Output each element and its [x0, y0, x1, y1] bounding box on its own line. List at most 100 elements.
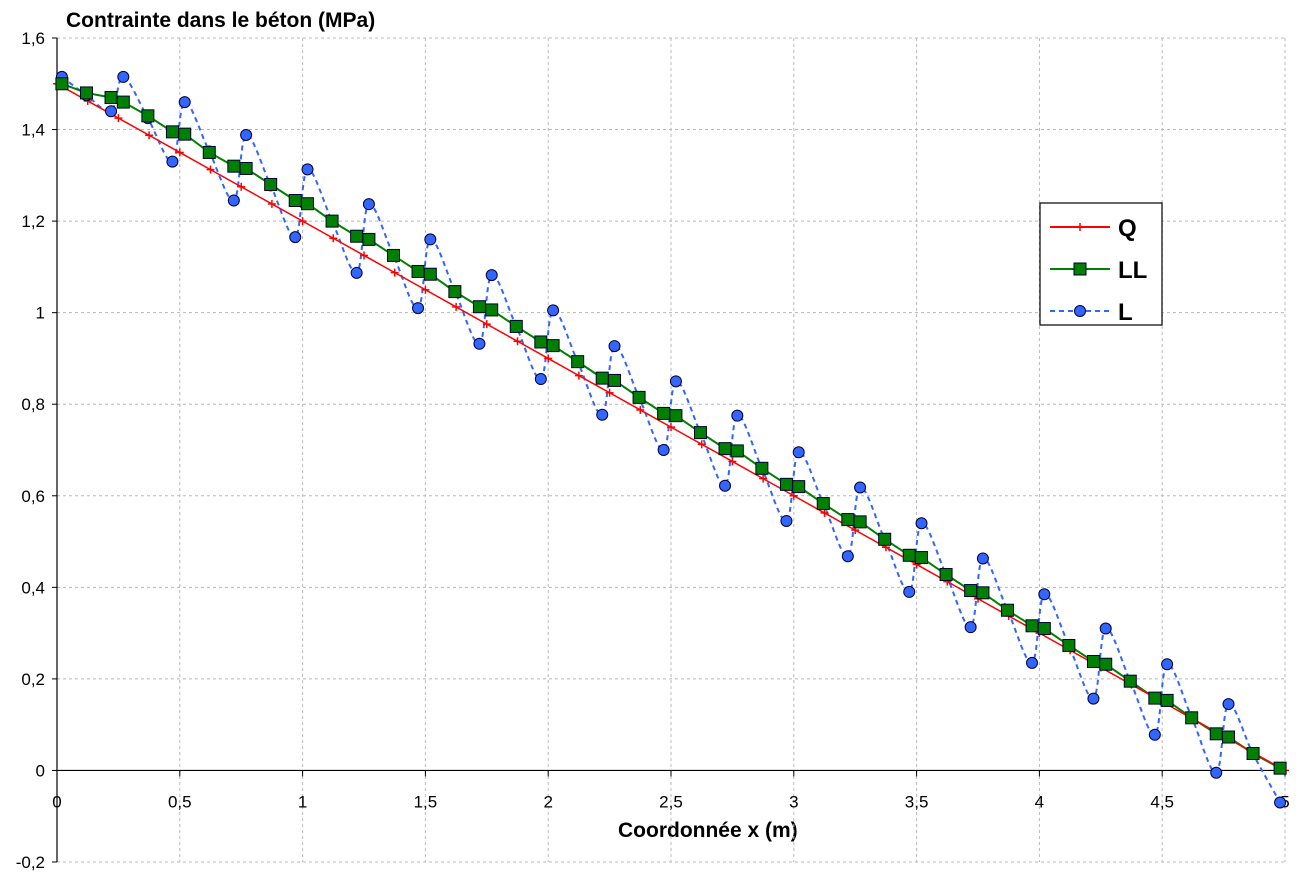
series-LL-point — [1222, 730, 1236, 744]
x-tick-label: 3,5 — [905, 792, 929, 811]
series-LL-point — [1160, 693, 1174, 707]
series-LL-point — [104, 91, 118, 105]
series-L-point — [964, 621, 977, 634]
series-L-point — [915, 517, 928, 530]
series-L-point — [1222, 698, 1235, 711]
series-LL-point — [1209, 727, 1223, 741]
series-LL-point — [853, 515, 867, 529]
y-tick-label: 1,6 — [21, 29, 45, 48]
series-L-point — [1038, 588, 1051, 601]
x-tick-label: 4 — [1035, 792, 1044, 811]
series-LL-point — [976, 586, 990, 600]
series-LL-point — [1246, 747, 1260, 761]
y-tick-label: 0,8 — [21, 395, 45, 414]
series-LL-point — [350, 229, 364, 243]
series-LL-point — [571, 355, 585, 369]
series-LL-point — [1025, 619, 1039, 633]
grid — [56, 37, 1286, 863]
series-L-point — [485, 269, 498, 282]
series-L-point — [534, 373, 547, 386]
series-LL-point — [1273, 761, 1287, 775]
series-LL-point — [448, 285, 462, 299]
series-LL-point — [325, 214, 339, 228]
y-tick-label: 0,2 — [21, 670, 45, 689]
series-LL-point — [878, 532, 892, 546]
series-L-point — [719, 479, 732, 492]
series-LL-point — [1000, 603, 1014, 617]
series-L-point — [1148, 728, 1161, 741]
series-L-point — [1087, 692, 1100, 705]
series-LL-point — [178, 127, 192, 141]
series-LL-point — [411, 264, 425, 278]
series-LL-point — [1123, 674, 1137, 688]
x-tick-label: 0 — [52, 792, 61, 811]
series-LL-point — [1099, 657, 1113, 671]
series-L-point — [227, 194, 240, 207]
series-LL-point — [534, 335, 548, 349]
legend-label-L: L — [1118, 299, 1133, 326]
series-LL-point — [1062, 638, 1076, 652]
series-LL-point — [755, 461, 769, 475]
series-LL-point — [546, 339, 560, 353]
series-L-point — [105, 105, 118, 118]
series-LL-point — [792, 480, 806, 494]
series-L-point — [854, 481, 867, 494]
y-tick-label: 0 — [36, 761, 45, 780]
legend-label-Q: Q — [1118, 215, 1137, 242]
x-tick-label: 0,5 — [168, 792, 192, 811]
series-L-point — [1161, 658, 1174, 671]
legend-marker-LL — [1073, 262, 1087, 276]
x-tick-label: 3 — [789, 792, 798, 811]
series-LL-point — [509, 319, 523, 333]
series-L-point — [301, 163, 314, 176]
y-tick-label: 1 — [36, 304, 45, 323]
series-L-point — [350, 266, 363, 279]
series-L-point — [547, 304, 560, 317]
series-LL-point — [915, 551, 929, 565]
series-LL-point — [79, 86, 93, 100]
series-L-point — [792, 446, 805, 459]
series-LL-point — [1086, 654, 1100, 668]
series-LL-point — [386, 248, 400, 262]
series-L-point — [669, 375, 682, 388]
series-LL-point — [669, 409, 683, 423]
tick-labels: -0,2 0 0,2 0,4 0,6 0,8 1 1,2 1,4 1,6 0 0,5 1 1,5 2 2,5 3… — [16, 29, 1290, 872]
series-L-point — [657, 444, 670, 456]
series-L-point — [780, 514, 793, 527]
series-LL-point — [423, 267, 437, 281]
legend-box — [1039, 202, 1163, 326]
series-LL-point — [595, 371, 609, 385]
series-LL-point — [730, 444, 744, 458]
y-tick-label: 1,4 — [21, 121, 45, 140]
series-LL-point — [301, 197, 315, 211]
series-L-point — [178, 96, 191, 109]
series-L-point — [841, 550, 854, 563]
x-axis-label: Coordonnée x (m) — [618, 819, 798, 842]
series-LL-point — [1148, 691, 1162, 705]
series-LL-point — [1185, 711, 1199, 725]
series-L-point — [1210, 766, 1223, 779]
y-tick-label: 1,2 — [21, 212, 45, 231]
series-LL-point — [632, 390, 646, 404]
series-LL-point — [939, 568, 953, 582]
series-LL-point — [841, 513, 855, 527]
legend-marker-L — [1074, 305, 1086, 317]
series-LL-point — [472, 300, 486, 314]
x-tick-label: 1 — [298, 792, 307, 811]
series-L-point — [412, 302, 425, 315]
series-L-point — [903, 585, 916, 598]
series-L-point — [1099, 622, 1112, 635]
series-L-point — [596, 408, 609, 421]
x-tick-label: 1,5 — [414, 792, 438, 811]
series-LL-point — [202, 145, 216, 159]
x-tick-label: 2 — [543, 792, 552, 811]
series-LL-point — [816, 497, 830, 511]
series-LL-point — [902, 548, 916, 562]
series-L-point — [976, 552, 989, 565]
y-tick-label: 0,6 — [21, 487, 45, 506]
series-LL-point — [239, 161, 253, 175]
plot-area — [53, 70, 1289, 809]
series-LL-point — [485, 303, 499, 317]
series-LL-point — [165, 125, 179, 139]
y-tick-label: 0,4 — [21, 578, 45, 597]
